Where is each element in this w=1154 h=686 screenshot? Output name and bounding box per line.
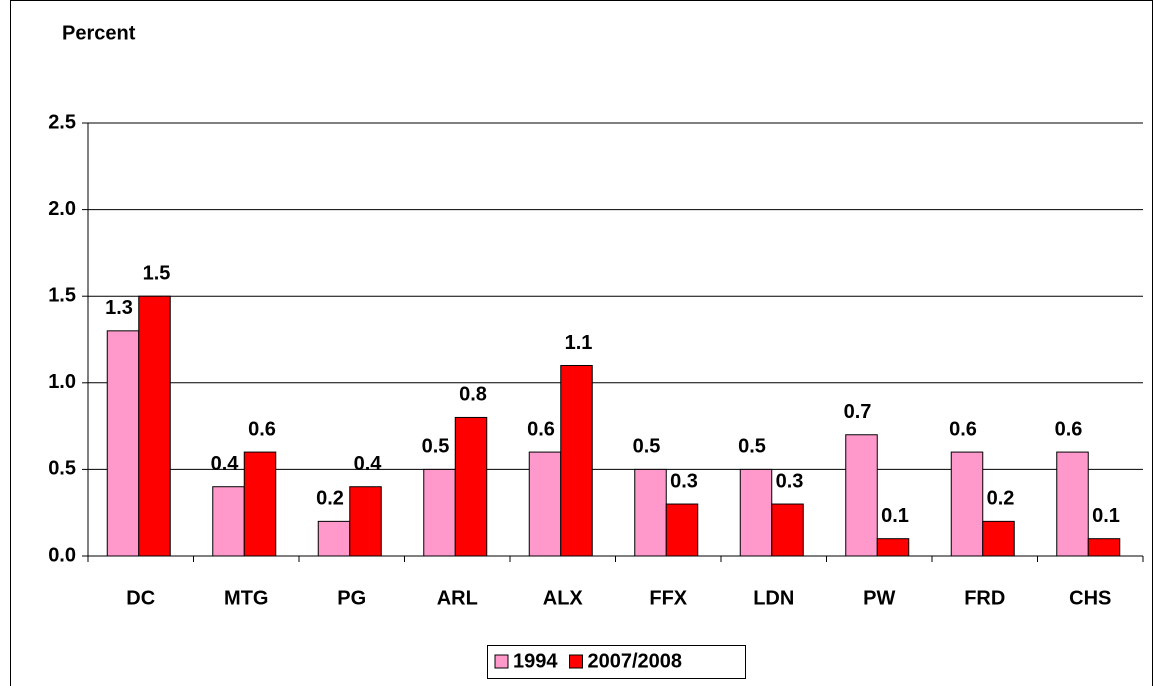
value-label: 0.7	[844, 401, 872, 423]
x-tick-label: FRD	[964, 587, 1005, 609]
bar	[317, 520, 351, 557]
value-label: 0.8	[459, 384, 487, 406]
bar	[138, 295, 171, 557]
x-tick-label: FFX	[649, 587, 687, 609]
x-tick-label: MTG	[224, 587, 268, 609]
value-label: 0.3	[670, 470, 698, 492]
legend-swatch	[494, 654, 509, 669]
bar	[243, 451, 277, 557]
value-label: 0.4	[211, 453, 240, 475]
bar	[739, 468, 773, 557]
bar	[1087, 538, 1121, 557]
bar	[665, 503, 699, 557]
bar	[454, 416, 488, 557]
bar	[845, 434, 878, 557]
bar	[106, 330, 140, 557]
value-label: 1.1	[565, 332, 593, 354]
bar	[349, 486, 382, 557]
value-label: 0.2	[316, 488, 344, 510]
value-label: 0.6	[527, 418, 555, 440]
y-tick-label: 2.5	[48, 111, 76, 133]
value-label: 0.3	[776, 470, 804, 492]
bar	[528, 451, 562, 557]
legend-swatch	[569, 654, 583, 669]
legend-label: 2007/2008	[588, 650, 683, 672]
value-label: 0.6	[1055, 418, 1083, 440]
x-tick-label: ALX	[543, 587, 584, 609]
x-tick-label: PW	[863, 587, 895, 609]
value-label: 1.5	[143, 262, 171, 284]
value-label: 0.6	[248, 418, 276, 440]
bar	[982, 520, 1015, 557]
x-tick-label: CHS	[1069, 587, 1111, 609]
value-label: 0.2	[987, 488, 1015, 510]
value-label: 1.3	[105, 297, 133, 319]
x-tick-label: DC	[126, 587, 155, 609]
y-tick-label: 0.0	[48, 544, 76, 566]
bar	[876, 538, 910, 557]
value-label: 0.6	[949, 418, 977, 440]
y-tick-label: 2.0	[48, 198, 76, 220]
value-label: 0.5	[422, 436, 450, 458]
value-label: 0.4	[354, 453, 383, 475]
bar	[423, 468, 456, 557]
bar	[950, 451, 984, 557]
y-tick-label: 1.5	[48, 284, 76, 306]
value-label: 0.1	[1092, 505, 1120, 527]
x-tick-label: ARL	[437, 587, 478, 609]
legend-label: 1994	[513, 650, 558, 672]
legend-box	[487, 645, 746, 679]
x-tick-label: PG	[337, 587, 366, 609]
y-tick-label: 0.5	[48, 458, 76, 480]
bar	[1056, 451, 1089, 557]
bar	[634, 468, 667, 557]
bar	[771, 503, 804, 557]
bar	[560, 364, 593, 557]
value-label: 0.1	[881, 505, 909, 527]
y-axis-label: Percent	[62, 22, 136, 44]
x-tick-label: LDN	[753, 587, 794, 609]
value-label: 0.5	[738, 436, 766, 458]
value-label: 0.5	[633, 436, 661, 458]
y-tick-label: 1.0	[48, 371, 76, 393]
bar	[212, 486, 245, 557]
